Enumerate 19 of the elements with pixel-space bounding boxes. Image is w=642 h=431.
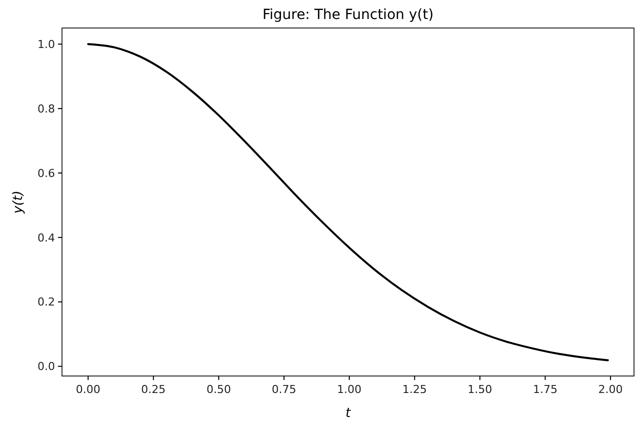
x-tick-label: 0.25 [141,383,166,396]
y-tick-label: 1.0 [38,38,55,51]
y-tick-label: 0.2 [38,296,55,309]
y-tick-label: 0.6 [38,166,55,180]
x-tick-label: 1.00 [337,383,362,396]
y-tick-label: 0.0 [38,360,55,374]
y-tick-label: 0.8 [38,102,55,116]
x-tick-label: 0.75 [272,383,296,396]
y-axis-title: y(t) [11,190,26,214]
x-tick-label: 1.25 [402,383,427,396]
x-tick-label: 0.50 [206,383,231,396]
x-tick-label: 1.75 [532,383,558,396]
x-axis-title: t [345,406,352,421]
x-tick-label: 2.00 [598,383,623,396]
chart-title: Figure: The Function y(t) [262,7,434,23]
x-tick-label: 1.50 [468,383,492,396]
y-tick-label: 0.4 [38,231,55,244]
x-tick-label: 0.00 [76,383,100,396]
line-series [87,43,609,362]
